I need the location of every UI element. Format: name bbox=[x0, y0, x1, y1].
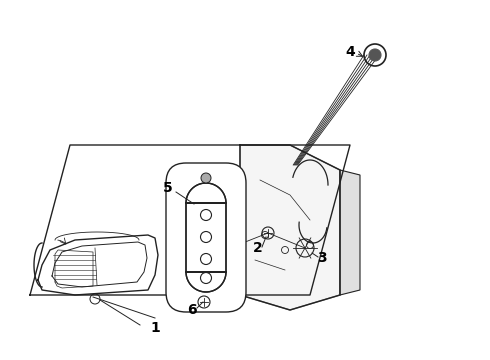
Polygon shape bbox=[167, 205, 180, 288]
Polygon shape bbox=[186, 183, 226, 292]
FancyBboxPatch shape bbox=[166, 163, 246, 312]
Text: 6: 6 bbox=[187, 303, 197, 317]
Text: 1: 1 bbox=[150, 321, 160, 335]
Text: 3: 3 bbox=[317, 251, 327, 265]
Polygon shape bbox=[240, 145, 340, 310]
Polygon shape bbox=[340, 170, 360, 295]
Text: 4: 4 bbox=[345, 45, 355, 59]
Circle shape bbox=[201, 173, 211, 183]
Circle shape bbox=[369, 49, 381, 61]
Text: 5: 5 bbox=[163, 181, 173, 195]
Text: 2: 2 bbox=[253, 241, 263, 255]
